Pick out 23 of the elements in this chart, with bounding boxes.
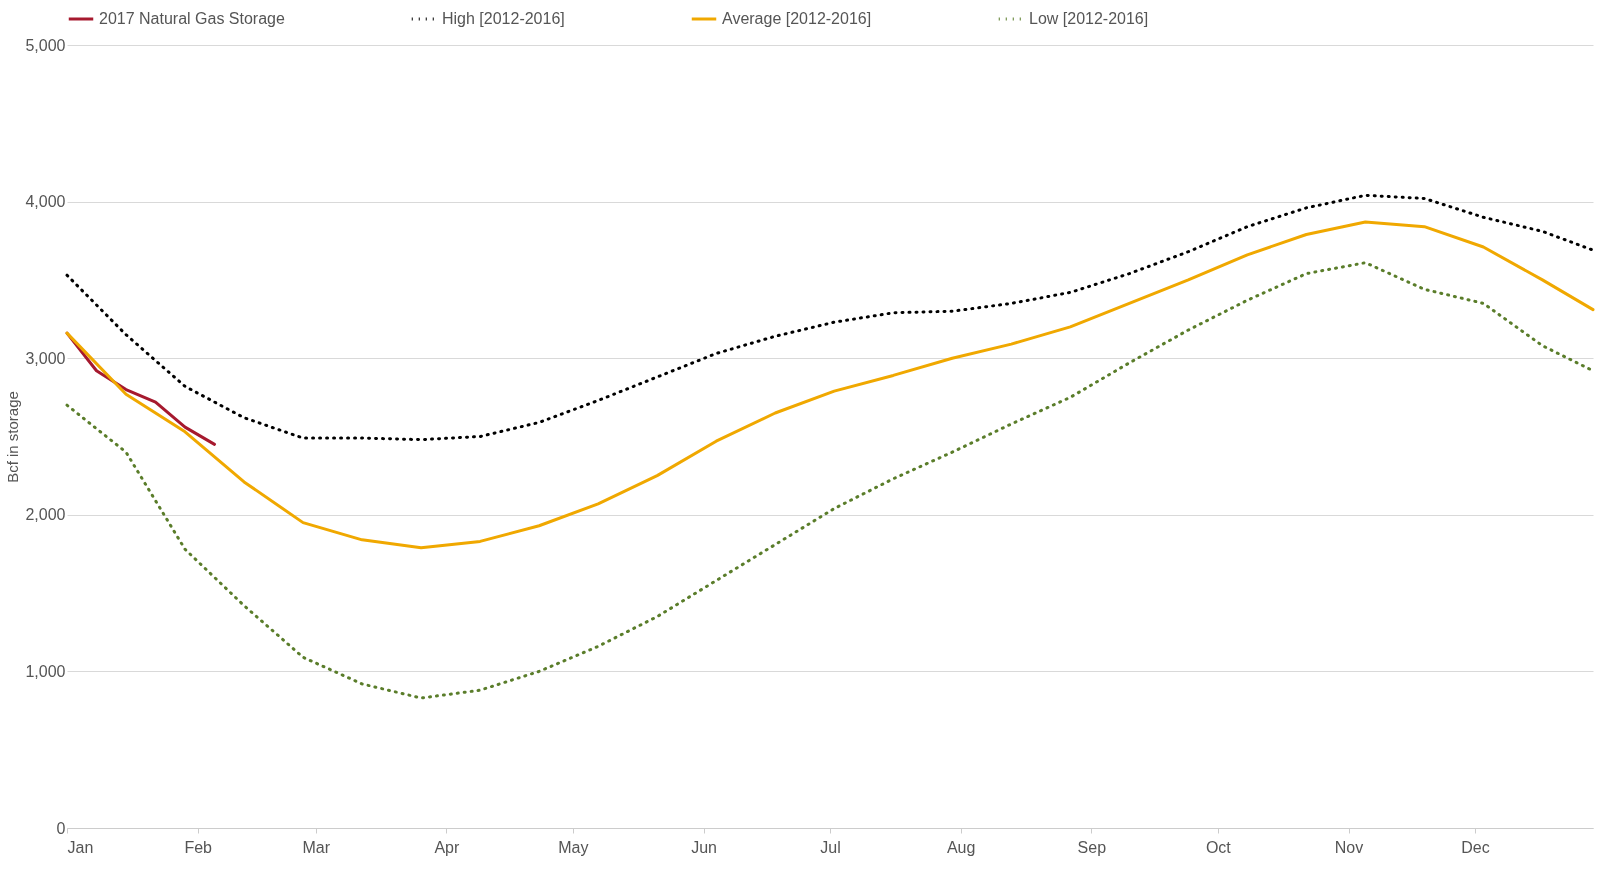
y-tick-label: 1,000 [25, 662, 66, 680]
x-tick-label: Feb [184, 838, 213, 856]
y-tick-label: 3,000 [25, 349, 66, 367]
x-tick-label: Jan [67, 838, 94, 856]
y-tick-label: 5,000 [25, 36, 66, 54]
y-tick-label: 0 [56, 819, 66, 837]
x-tick-label: May [558, 838, 589, 856]
legend-label: 2017 Natural Gas Storage [99, 10, 285, 27]
x-tick-label: Jun [691, 838, 717, 856]
y-axis-title: Bcf in storage [4, 391, 22, 483]
x-tick-label: Aug [946, 838, 976, 856]
y-tick-label: 4,000 [25, 193, 66, 211]
x-tick-label: Sep [1077, 838, 1107, 856]
x-tick-label: Jul [820, 838, 841, 856]
legend-label: High [2012-2016] [442, 10, 565, 27]
x-tick-label: Dec [1461, 838, 1490, 856]
legend-label: Average [2012-2016] [722, 10, 872, 27]
x-tick-label: Mar [302, 838, 331, 856]
legend-label: Low [2012-2016] [1029, 10, 1149, 27]
y-tick-label: 2,000 [25, 506, 66, 524]
x-tick-label: Oct [1205, 838, 1232, 856]
x-tick-label: Nov [1334, 838, 1364, 856]
x-tick-label: Apr [434, 838, 461, 856]
